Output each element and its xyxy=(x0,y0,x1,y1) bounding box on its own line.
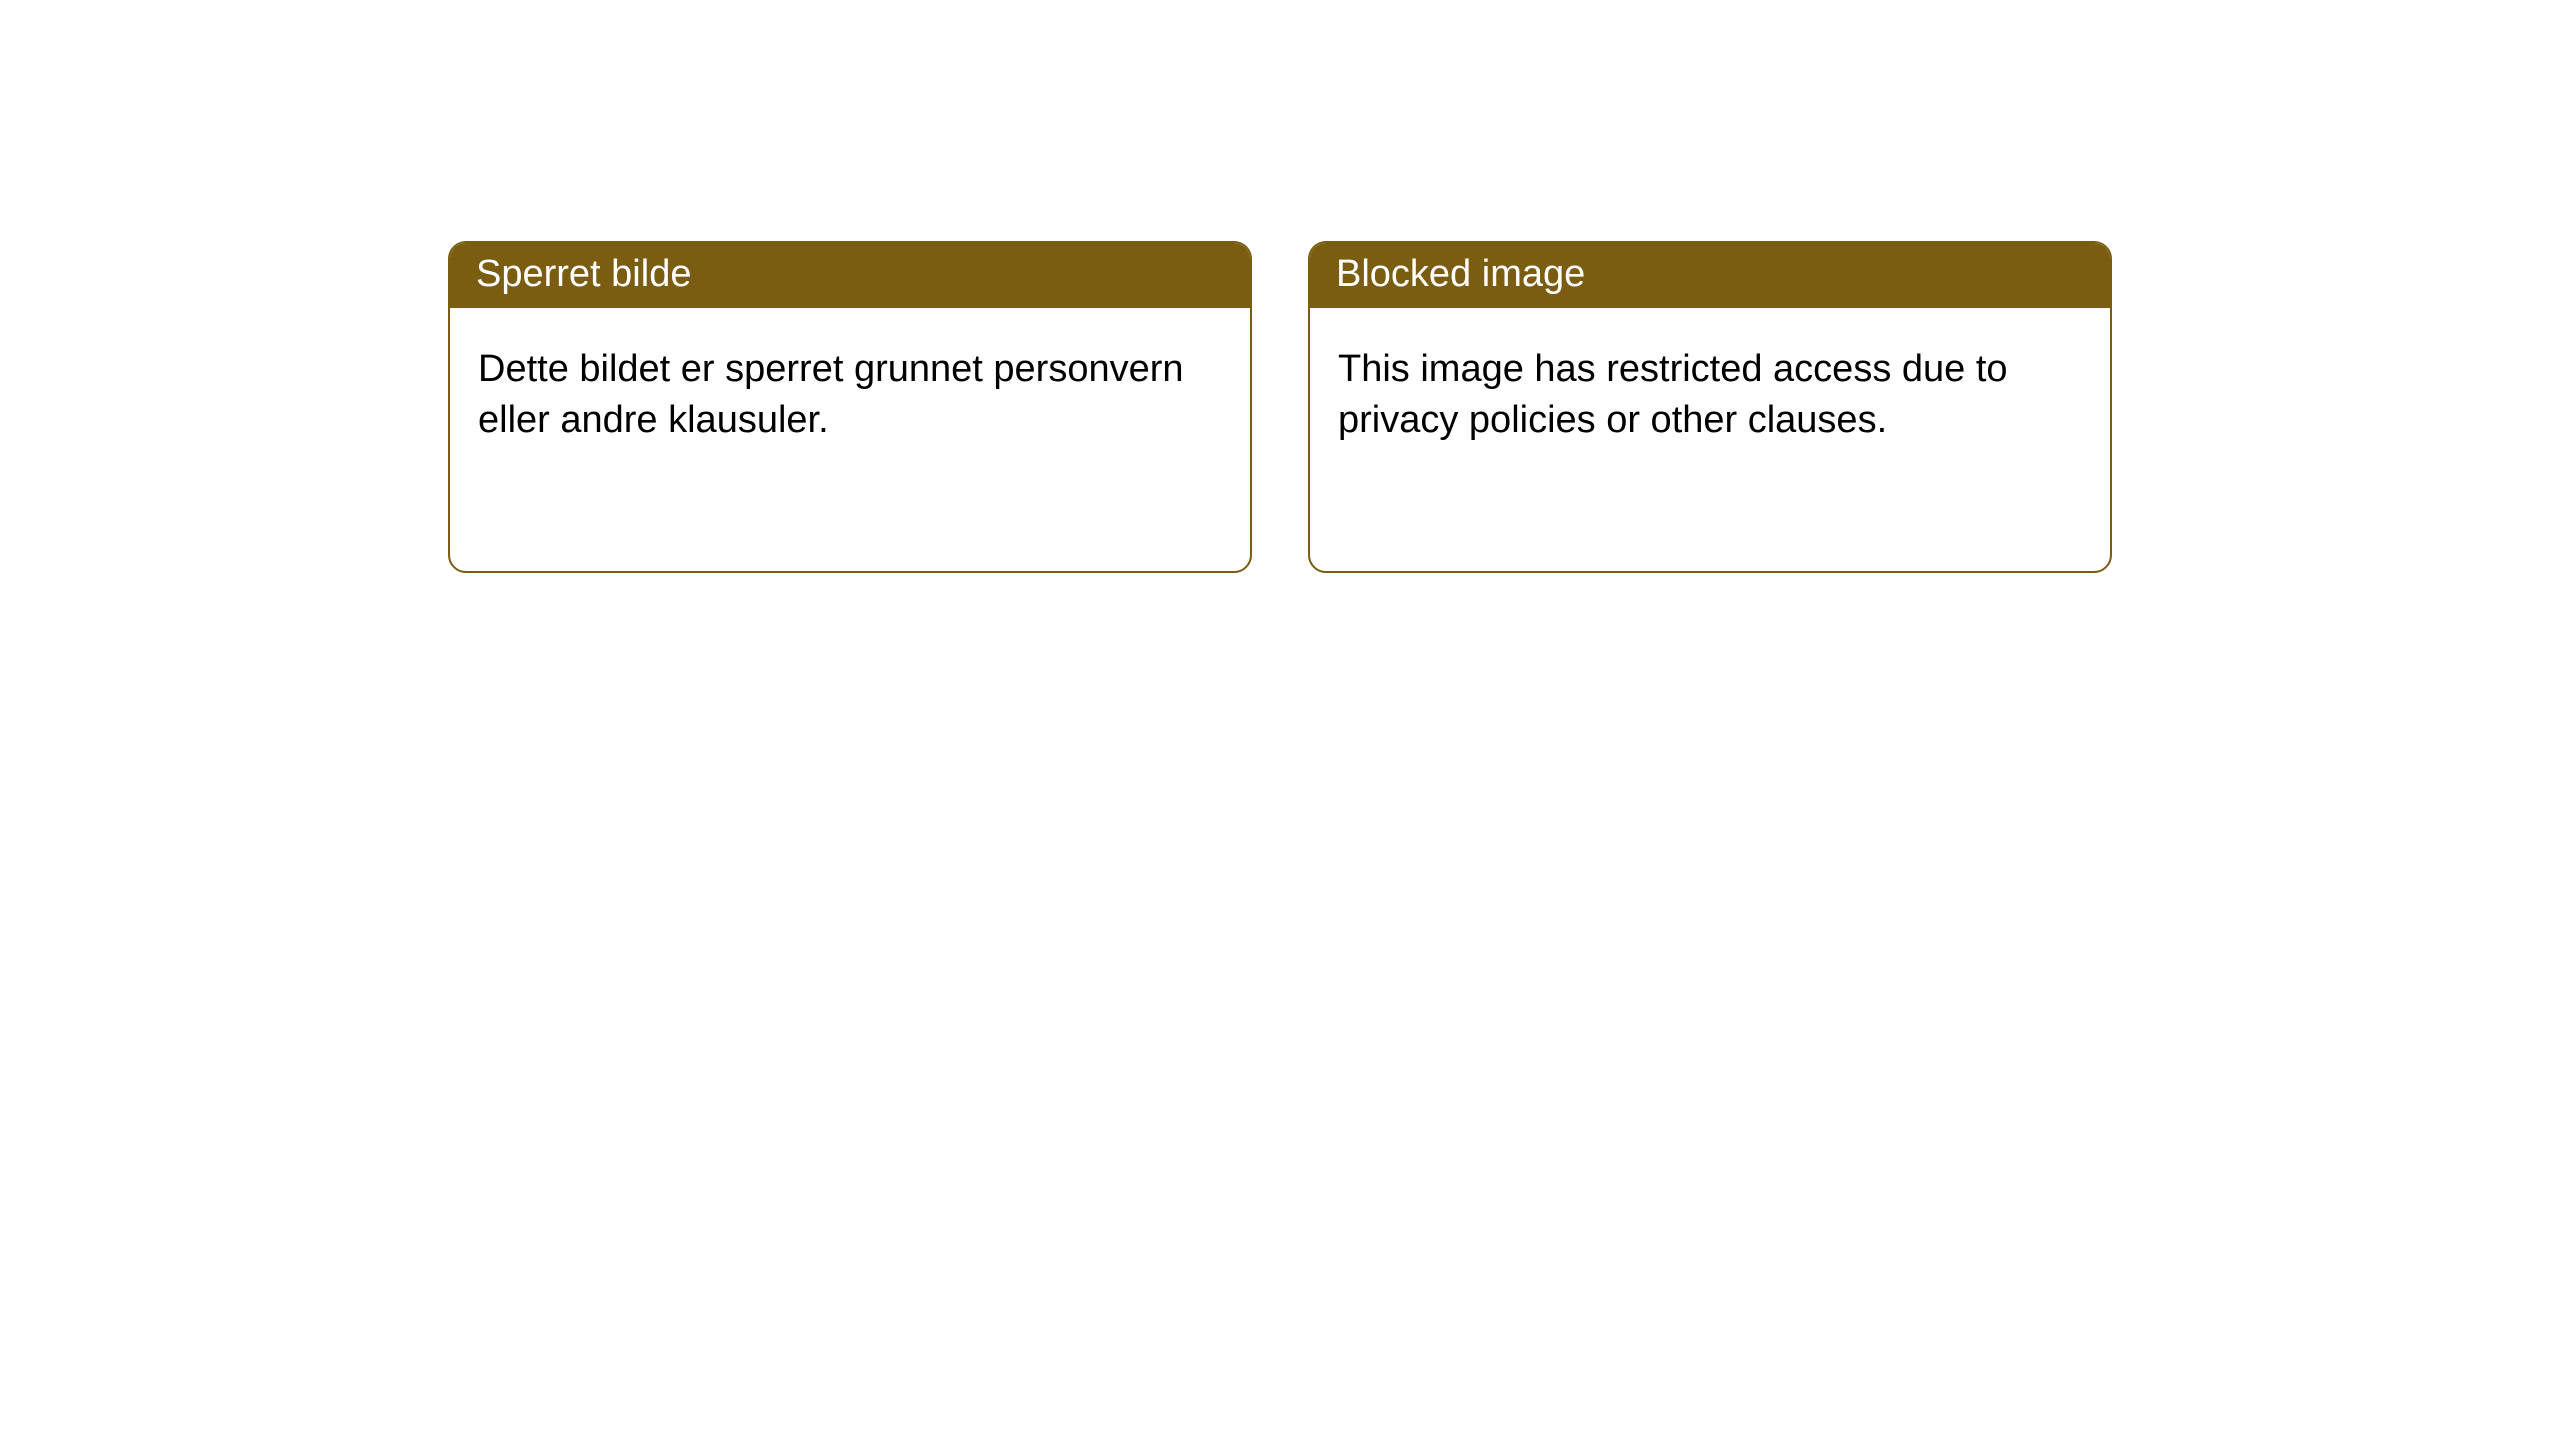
card-body: Dette bildet er sperret grunnet personve… xyxy=(450,308,1250,483)
card-title: Sperret bilde xyxy=(476,253,691,295)
card-body: This image has restricted access due to … xyxy=(1310,308,2110,483)
card-body-text: This image has restricted access due to … xyxy=(1338,348,2008,441)
notice-card-norwegian: Sperret bilde Dette bildet er sperret gr… xyxy=(448,241,1252,573)
notice-card-english: Blocked image This image has restricted … xyxy=(1308,241,2112,573)
card-header: Sperret bilde xyxy=(450,243,1250,308)
notice-container: Sperret bilde Dette bildet er sperret gr… xyxy=(448,241,2112,573)
card-body-text: Dette bildet er sperret grunnet personve… xyxy=(478,348,1184,441)
card-title: Blocked image xyxy=(1336,253,1585,295)
card-header: Blocked image xyxy=(1310,243,2110,308)
